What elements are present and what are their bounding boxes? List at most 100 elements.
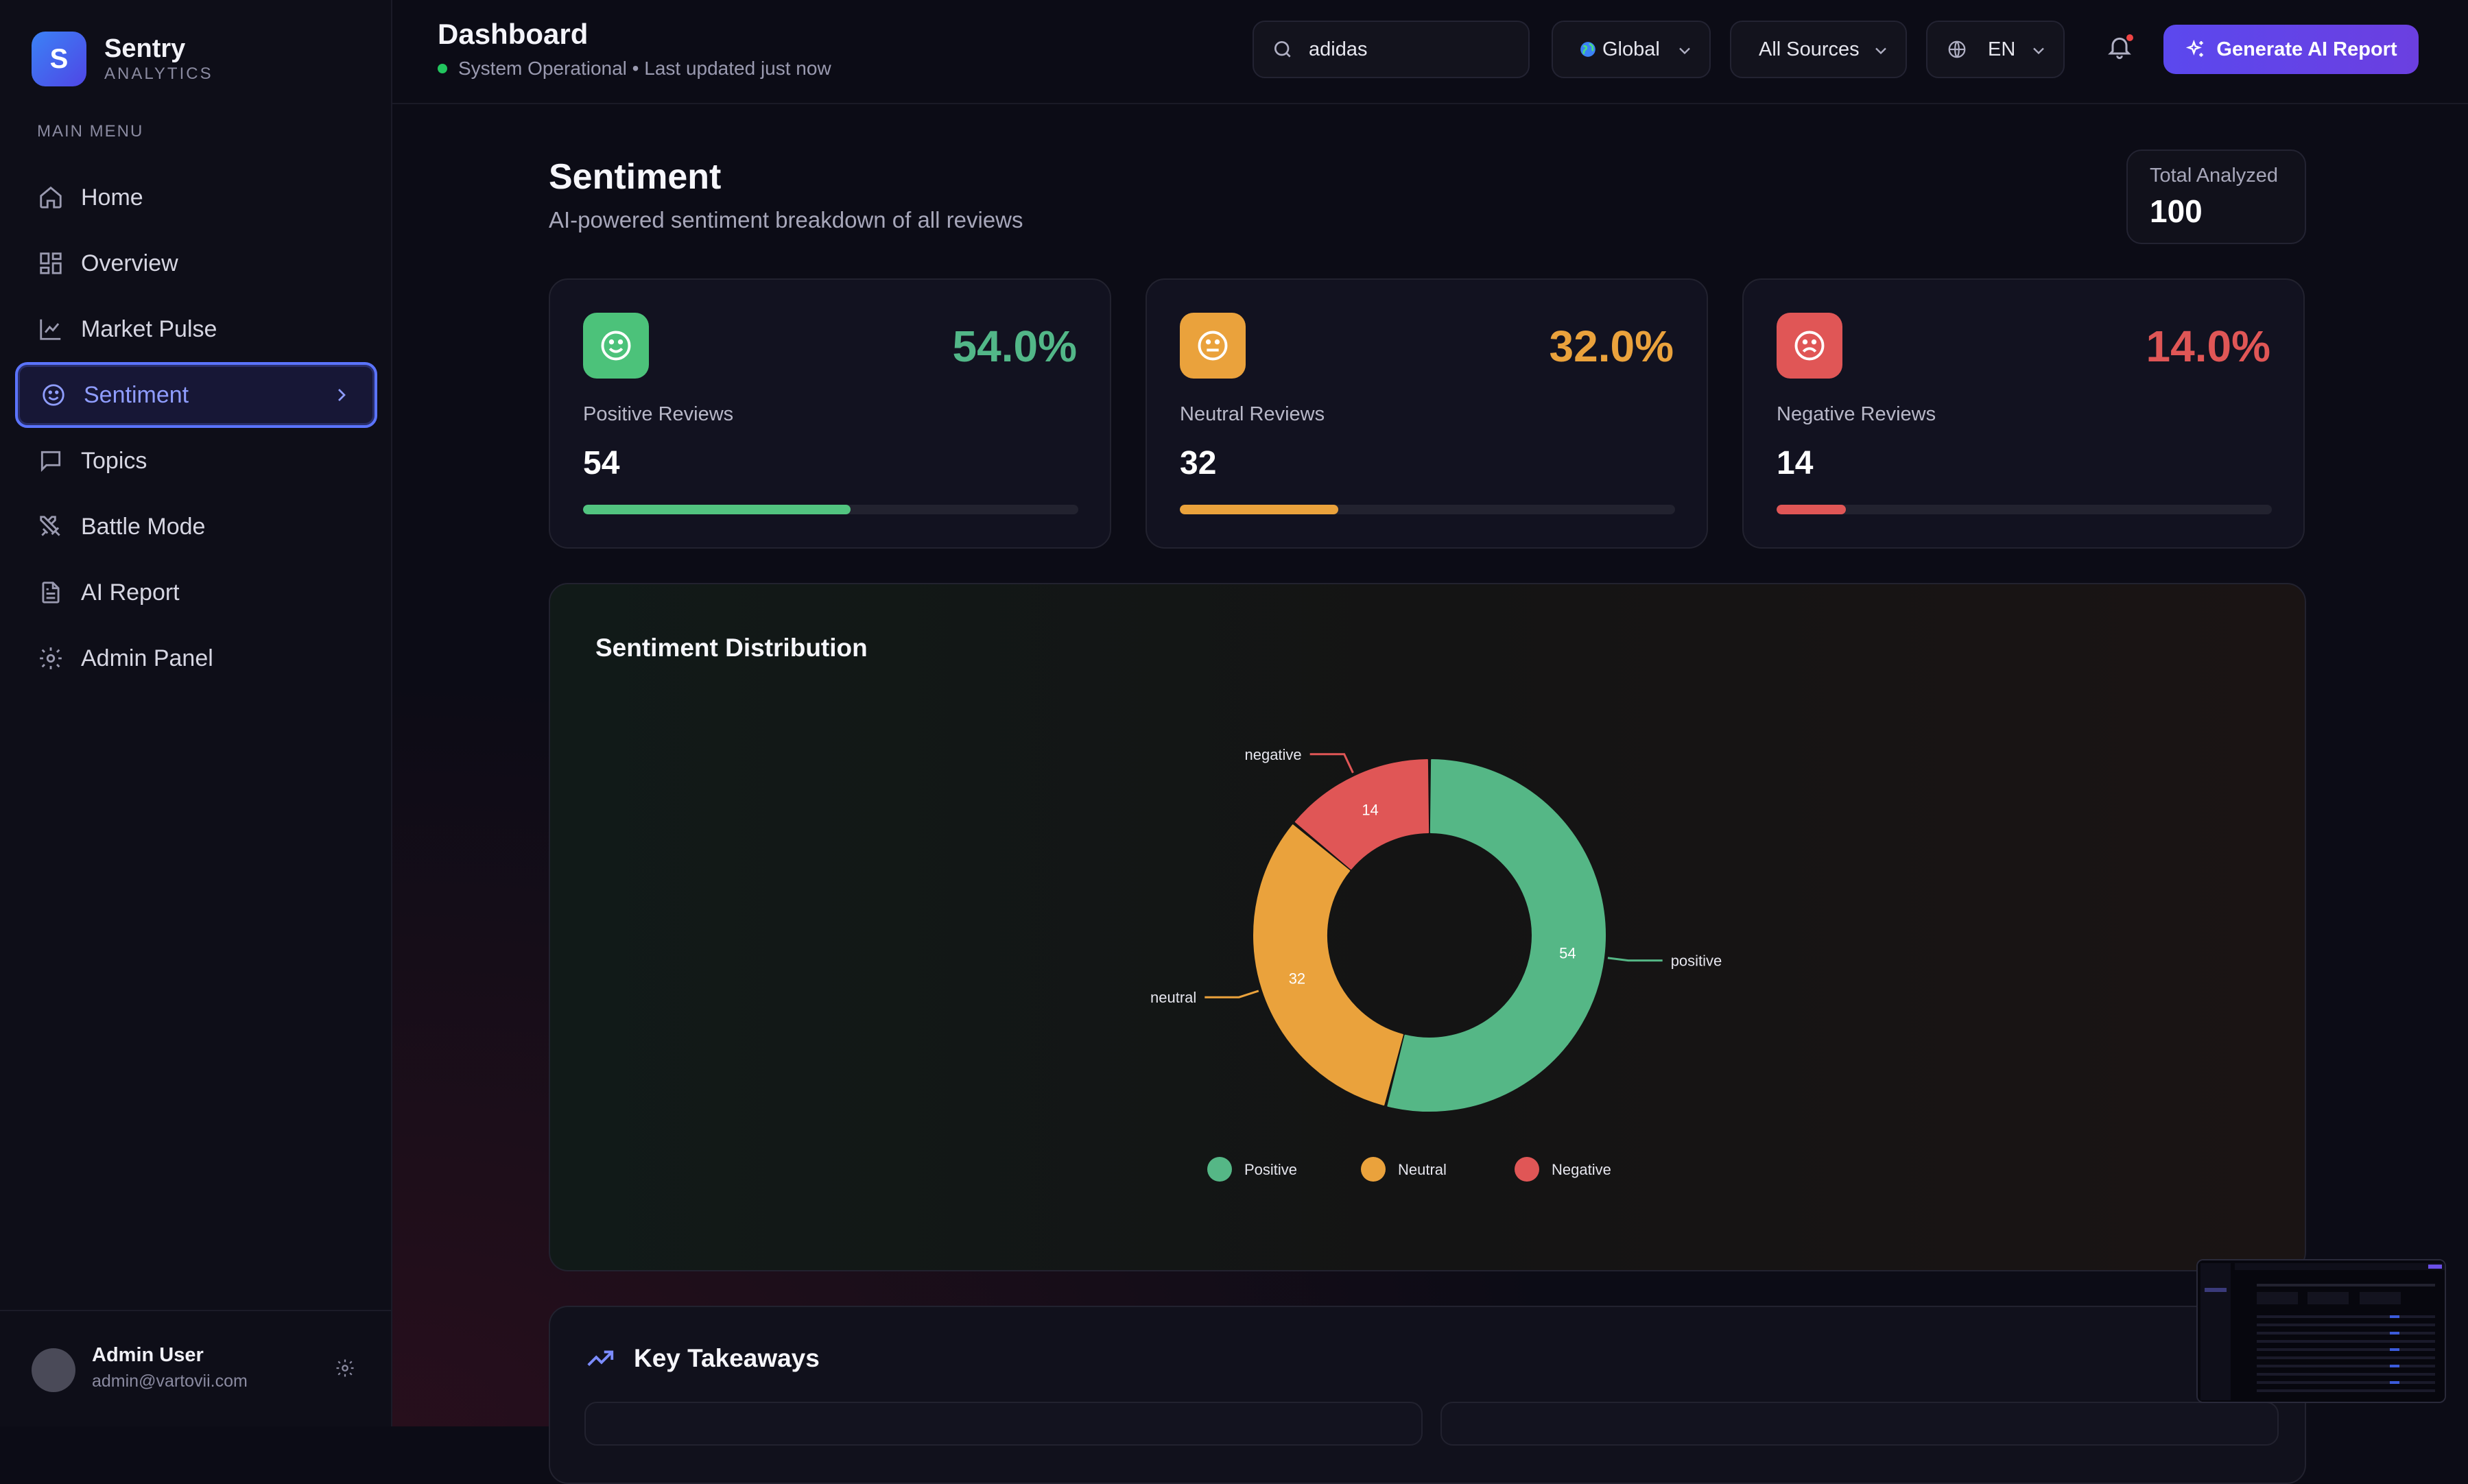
avatar[interactable] — [32, 1348, 75, 1392]
sidebar-item-market-pulse[interactable]: Market Pulse — [15, 296, 377, 362]
positive-card: 54.0% Positive Reviews 54 — [549, 278, 1111, 549]
legend-swatch — [1207, 1157, 1232, 1182]
grid-icon — [37, 250, 64, 277]
distribution-title: Sentiment Distribution — [595, 634, 868, 662]
legend-swatch — [1515, 1157, 1539, 1182]
line-chart-icon — [37, 315, 64, 343]
positive-progress-fill — [583, 505, 851, 514]
gear-icon — [37, 645, 64, 672]
sidebar-item-overview[interactable]: Overview — [15, 230, 377, 296]
negative-percent: 14.0% — [2146, 322, 2270, 371]
donut-slice-negative[interactable] — [1294, 759, 1429, 870]
smile-icon — [40, 381, 67, 409]
bell-icon[interactable] — [2106, 33, 2133, 64]
total-value: 100 — [2150, 193, 2203, 229]
region-dropdown[interactable]: Global — [1552, 21, 1711, 78]
language-dropdown[interactable]: EN — [1926, 21, 2065, 78]
settings-gear-icon[interactable] — [335, 1358, 355, 1382]
sidebar-item-label: Topics — [81, 447, 147, 474]
slice-value-label: 32 — [1289, 970, 1305, 988]
negative-label: Negative Reviews — [1777, 403, 1936, 425]
positive-label: Positive Reviews — [583, 403, 734, 425]
takeaway-card — [584, 1402, 1423, 1446]
sidebar-item-label: Overview — [81, 250, 178, 276]
swords-icon — [37, 513, 64, 540]
slice-value-label: 54 — [1559, 944, 1576, 961]
home-icon — [37, 184, 64, 211]
generate-label: Generate AI Report — [2216, 38, 2397, 60]
leader-line — [1205, 990, 1259, 998]
neutral-count: 32 — [1180, 445, 1217, 481]
notification-dot — [2126, 34, 2133, 41]
brand-name: Sentry — [104, 34, 186, 63]
chevron-right-icon — [331, 384, 353, 412]
brand-logo: S — [32, 32, 86, 86]
positive-progress-track — [583, 505, 1078, 514]
leader-line — [1607, 957, 1663, 962]
positive-percent: 54.0% — [952, 322, 1077, 371]
generate-ai-report-button[interactable]: Generate AI Report — [2163, 25, 2419, 74]
donut-chart: 54 positive 32 neutral 14 negative Positive Neu… — [1150, 746, 1722, 1182]
smile-icon — [598, 328, 634, 363]
topbar: Dashboard System Operational • Last upda… — [392, 0, 2468, 104]
sparkles-icon — [2185, 38, 2207, 60]
sources-dropdown[interactable]: All Sources — [1730, 21, 1907, 78]
chevron-down-icon — [1871, 41, 1890, 66]
takeaway-card — [1440, 1402, 2279, 1446]
minimap-thumbnail[interactable] — [2196, 1259, 2446, 1403]
sidebar-item-ai-report[interactable]: AI Report — [15, 560, 377, 625]
user-panel: Admin User admin@vartovii.com — [0, 1310, 392, 1426]
positive-badge — [583, 313, 649, 379]
menu-heading: MAIN MENU — [37, 122, 144, 141]
sidebar-item-home[interactable]: Home — [15, 165, 377, 230]
main-nav: Home Overview Market Pulse Sentiment — [15, 165, 377, 691]
brand-subtitle: ANALYTICS — [104, 64, 213, 83]
sidebar: S Sentry ANALYTICS MAIN MENU Home Overvi… — [0, 0, 392, 1426]
slice-value-label: 14 — [1362, 801, 1378, 818]
document-icon — [37, 579, 64, 606]
sidebar-item-label: Market Pulse — [81, 315, 217, 342]
slice-category-label: positive — [1671, 953, 1722, 970]
negative-progress-track — [1777, 505, 2272, 514]
sidebar-item-topics[interactable]: Topics — [15, 428, 377, 494]
sources-value: All Sources — [1759, 38, 1860, 60]
page-subtitle: AI-powered sentiment breakdown of all re… — [549, 207, 1023, 232]
search-box[interactable] — [1253, 21, 1530, 78]
sidebar-item-label: Sentiment — [84, 381, 189, 408]
neutral-progress-track — [1180, 505, 1675, 514]
sentiment-distribution-panel: Sentiment Distribution 54 positive 32 neutr… — [549, 583, 2306, 1271]
sidebar-item-admin-panel[interactable]: Admin Panel — [15, 625, 377, 691]
user-email: admin@vartovii.com — [92, 1372, 248, 1391]
takeaways-title: Key Takeaways — [634, 1344, 820, 1372]
globe-icon — [1947, 39, 1967, 60]
donut-slice-neutral[interactable] — [1253, 824, 1403, 1106]
takeaways-header: Key Takeaways — [584, 1343, 820, 1374]
status-text: System Operational • Last updated just n… — [458, 58, 831, 79]
search-icon — [1272, 38, 1294, 60]
neutral-percent: 32.0% — [1549, 322, 1674, 371]
search-input[interactable] — [1307, 37, 1516, 62]
sidebar-item-battle-mode[interactable]: Battle Mode — [15, 494, 377, 560]
region-value: Global — [1602, 38, 1660, 60]
donut-slice-positive[interactable] — [1387, 759, 1606, 1112]
negative-count: 14 — [1777, 445, 1814, 481]
message-square-icon — [37, 447, 64, 475]
main-content: Sentiment AI-powered sentiment breakdown… — [392, 104, 2468, 1484]
legend-swatch — [1361, 1157, 1386, 1182]
header-title: Dashboard — [438, 18, 589, 50]
legend-label: Negative — [1552, 1161, 1611, 1178]
sidebar-item-label: Battle Mode — [81, 513, 206, 540]
legend-label: Positive — [1244, 1161, 1297, 1178]
brand[interactable]: S Sentry ANALYTICS — [32, 29, 213, 89]
neutral-face-icon — [1195, 328, 1231, 363]
leader-line — [1309, 753, 1354, 774]
sidebar-item-label: Admin Panel — [81, 645, 213, 671]
page-title: Sentiment — [549, 157, 722, 197]
slice-category-label: negative — [1244, 746, 1301, 763]
neutral-badge — [1180, 313, 1246, 379]
sidebar-item-sentiment[interactable]: Sentiment — [15, 362, 377, 428]
legend-label: Neutral — [1398, 1161, 1447, 1178]
negative-card: 14.0% Negative Reviews 14 — [1742, 278, 2305, 549]
sidebar-item-label: AI Report — [81, 579, 180, 606]
globe-emoji-icon — [1579, 40, 1597, 58]
